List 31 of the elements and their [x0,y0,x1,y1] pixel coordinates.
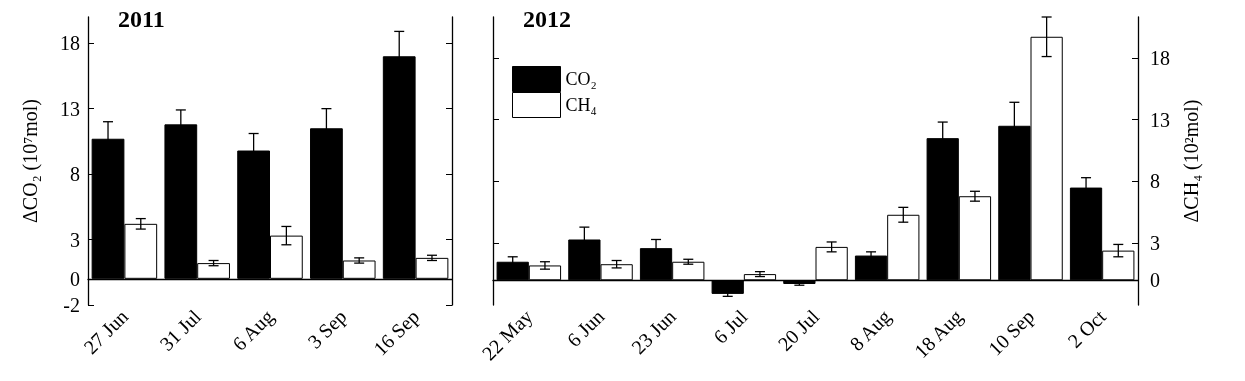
y-tick-label: 3 [70,228,80,251]
y-tick-label: 0 [70,267,80,290]
x-tick-label: 2 Oct [1063,304,1111,352]
x-tick-label: 23 Jun [627,305,680,359]
x-tick-label: 22 May [477,305,538,366]
x-tick-label: 16 Sep [368,305,425,361]
x-tick-label: 27 Jun [79,305,133,359]
x-tick-label: 8 Aug [845,305,896,356]
y-tick-label: 0 [1150,269,1160,292]
x-tick-label: 31 Jul [155,304,206,355]
chart-title: 2012 [523,6,571,32]
legend-label: CO₂ [565,69,597,89]
y-tick-label: 18 [1150,46,1170,69]
legend-label: CH₄ [565,95,597,115]
x-tick-label: 3 Sep [303,305,352,354]
x-tick-label: 6 Aug [228,305,279,356]
y-tick-label: 3 [1150,232,1160,255]
y-tick-label: 13 [60,97,80,120]
chart-title: 2011 [118,6,165,32]
y-axis-title: ΔCO₂ (10⁷mol) [19,98,42,224]
y-tick-label: 8 [70,163,80,186]
x-tick-label: 6 Jul [708,304,752,348]
x-tick-label: 18 Aug [909,305,968,363]
x-tick-label: 20 Jul [773,304,824,355]
y-tick-label: -2 [63,294,80,316]
x-tick-label: 10 Sep [983,305,1039,361]
y-axis-title: ΔCH₄ (10²mol) [1179,99,1203,223]
y-tick-label: 8 [1150,170,1160,193]
y-tick-label: 18 [60,32,80,55]
y-tick-label: 13 [1150,108,1170,131]
x-tick-label: 6 Jun [562,305,609,352]
